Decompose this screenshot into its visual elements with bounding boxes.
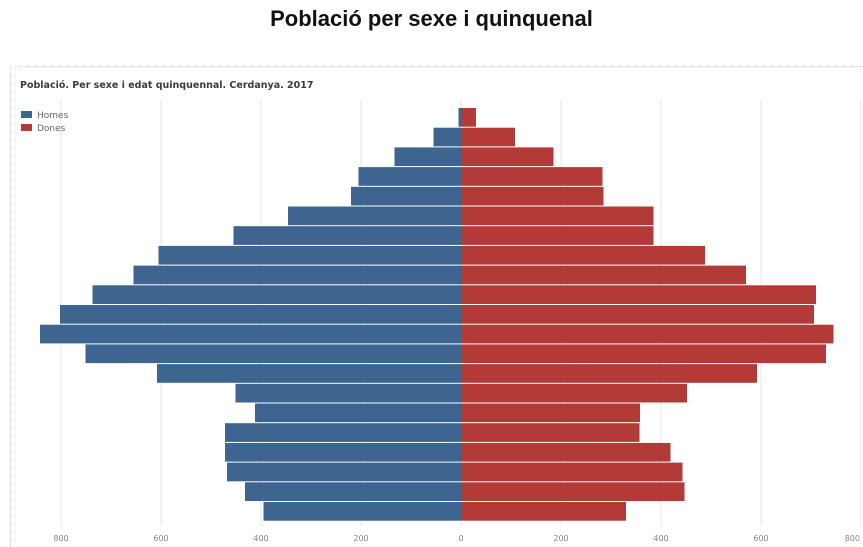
bar-homes — [233, 226, 461, 245]
bar-dones — [461, 442, 671, 462]
bar-homes — [263, 502, 461, 521]
x-axis-ticks: 800 600 400 200 0 200 400 600 800 — [53, 534, 860, 543]
bar-dones — [461, 423, 640, 442]
bar-dones — [461, 147, 554, 167]
legend-label-dones: Dones — [37, 124, 66, 134]
x-tick-label: 800 — [845, 534, 860, 543]
bar-homes — [394, 147, 461, 167]
legend-swatch-dones — [21, 124, 32, 131]
bar-dones — [461, 285, 816, 304]
bar-dones — [461, 403, 640, 423]
bar-homes — [133, 265, 461, 285]
page-title: Població per sexe i quinquenal — [270, 6, 593, 31]
legend: Homes Dones — [21, 111, 69, 134]
bar-homes — [225, 423, 461, 442]
bar-homes — [351, 186, 461, 206]
bar-dones — [461, 127, 515, 147]
bar-dones — [461, 186, 604, 206]
bar-dones — [461, 462, 683, 482]
bar-homes — [157, 364, 461, 383]
bar-homes — [245, 482, 461, 501]
legend-swatch-homes — [21, 111, 32, 118]
bar-homes — [227, 462, 461, 482]
bar-dones — [461, 265, 746, 285]
bar-dones — [461, 482, 685, 501]
chart-frame-left-border — [10, 66, 11, 547]
bar-homes — [85, 344, 461, 364]
x-tick-label: 200 — [553, 534, 568, 543]
chart-subtitle: Població. Per sexe i edat quinquennal. C… — [20, 80, 313, 91]
x-tick-label: 0 — [458, 534, 463, 543]
bar-dones — [461, 206, 654, 226]
x-tick-label: 200 — [353, 534, 368, 543]
bar-dones — [461, 383, 687, 403]
bar-dones — [461, 226, 654, 245]
x-tick-label: 400 — [653, 534, 668, 543]
legend-label-homes: Homes — [37, 111, 69, 121]
bar-homes — [92, 285, 461, 304]
x-tick-label: 600 — [153, 534, 168, 543]
bar-homes — [433, 127, 461, 147]
bar-homes — [225, 442, 461, 462]
bar-homes — [358, 167, 461, 186]
bar-homes — [40, 324, 461, 344]
x-tick-label: 800 — [53, 534, 68, 543]
x-tick-label: 400 — [253, 534, 268, 543]
bar-homes — [458, 108, 461, 127]
bar-dones — [461, 364, 757, 383]
bar-homes — [288, 206, 461, 226]
x-tick-label: 600 — [753, 534, 768, 543]
bar-dones — [461, 324, 834, 344]
chart-frame-top-border — [18, 66, 863, 67]
bar-dones — [461, 305, 814, 324]
bar-homes — [255, 403, 461, 423]
bar-dones — [461, 108, 476, 127]
bar-dones — [461, 344, 826, 364]
bar-homes — [235, 383, 461, 403]
bar-dones — [461, 167, 603, 186]
bar-homes — [158, 245, 461, 265]
bar-homes — [60, 305, 461, 324]
bar-dones — [461, 245, 705, 265]
bar-dones — [461, 502, 626, 521]
bars — [40, 108, 834, 521]
